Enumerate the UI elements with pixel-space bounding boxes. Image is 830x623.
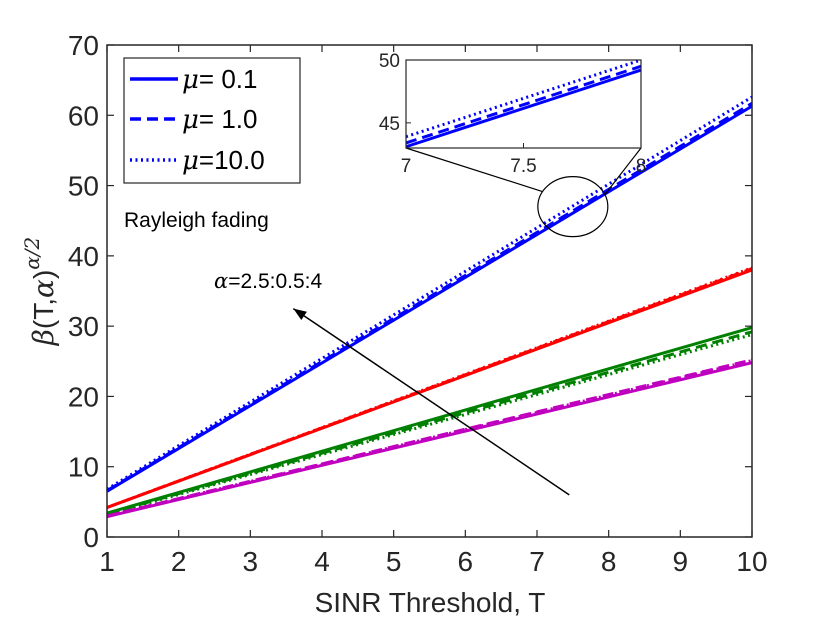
inset-series-group [405, 58, 642, 149]
x-tick-label: 9 [673, 546, 689, 577]
zoom-connector-right [604, 147, 642, 196]
annotation-arrow-head [293, 308, 307, 320]
y-axis-label: β(T,α)α/2 [20, 237, 60, 347]
legend-entry-2: μ= 1.0 [182, 104, 257, 135]
legend-label-2: = 1.0 [199, 104, 258, 134]
x-axis-label: SINR Threshold, T [315, 587, 546, 618]
zoom-connector-left [405, 147, 544, 193]
y-tick-label: 0 [83, 522, 99, 553]
y-tick-label: 70 [68, 30, 99, 61]
legend-label-1: = 0.1 [199, 64, 258, 94]
y-tick-label: 30 [68, 311, 99, 342]
inset-x-tick-label: 7.5 [510, 156, 536, 177]
series-line-12 [106, 359, 753, 518]
svg-text:β(T,α)α/2: β(T,α)α/2 [20, 237, 60, 347]
inset-x-tick-label: 7 [401, 156, 412, 177]
inset-y-tick-label: 50 [379, 51, 400, 72]
inset-series-line-1 [405, 68, 642, 149]
annotation-geometry [292, 147, 642, 496]
y-tick-label: 10 [68, 452, 99, 483]
annotation-alpha-values: =2.5:0.5:4 [228, 270, 322, 293]
y-label-alpha: α [27, 279, 60, 298]
zoom-ellipse [537, 176, 609, 238]
y-tick-label: 20 [68, 381, 99, 412]
y-label-close: ) [28, 270, 59, 279]
y-tick-label: 60 [68, 100, 99, 131]
legend-entry-1: μ= 0.1 [182, 64, 257, 95]
series-line-9 [106, 333, 753, 516]
y-tick-label: 50 [68, 171, 99, 202]
legend-symbol-1: μ [182, 65, 199, 95]
y-label-beta: β [27, 329, 60, 346]
inset-x-tick-label: 8 [636, 156, 647, 177]
y-label-exponent: α/2 [20, 237, 44, 270]
x-tick-label: 2 [171, 546, 187, 577]
legend-symbol-2: μ [182, 105, 199, 135]
x-tick-label: 10 [736, 546, 767, 577]
x-tick-label: 8 [601, 546, 617, 577]
y-tick-label: 40 [68, 241, 99, 272]
annotation-arrow [292, 307, 570, 496]
legend-label-3: =10.0 [199, 145, 265, 175]
x-tick-label: 1 [99, 546, 115, 577]
annotation-rayleigh-fading: Rayleigh fading [124, 209, 269, 232]
inset-series-line-2 [405, 64, 642, 145]
legend-entry-3: μ=10.0 [182, 145, 265, 176]
x-tick-label: 4 [314, 546, 330, 577]
legend: μ= 0.1 μ= 1.0 μ=10.0 [123, 57, 301, 184]
series-line-6 [106, 266, 753, 509]
annotation-alpha-symbol: α [214, 269, 228, 293]
main-axes-box [106, 44, 753, 538]
x-tick-label: 6 [458, 546, 474, 577]
x-tick-label: 7 [529, 546, 545, 577]
inset-y-tick-label: 45 [379, 114, 400, 135]
inset-ticks-group: 7 7.5 8 45 50 [379, 51, 646, 177]
annotation-alpha-range: α=2.5:0.5:4 [214, 269, 323, 293]
x-tick-label: 3 [243, 546, 259, 577]
legend-symbol-3: μ [182, 146, 199, 176]
main-series-group [106, 95, 753, 519]
series-line-5 [106, 267, 753, 509]
y-label-args: (T, [28, 298, 59, 329]
series-line-2 [106, 102, 753, 492]
inset: 7 7.5 8 45 50 [379, 51, 646, 177]
x-tick-label: 5 [386, 546, 402, 577]
